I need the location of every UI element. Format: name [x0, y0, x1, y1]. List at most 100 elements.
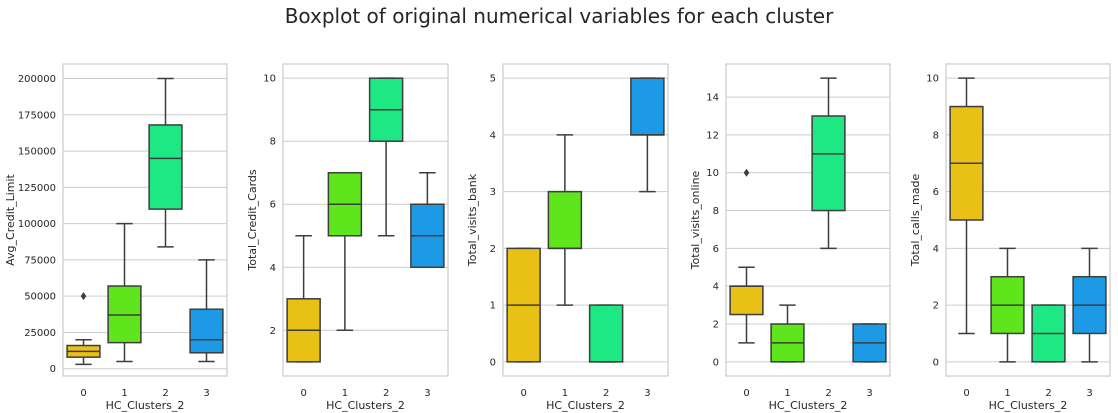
x-axis-label: HC_Clusters_2: [326, 399, 405, 412]
iqr-box: [588, 304, 624, 363]
y-tick-label: 8: [270, 137, 276, 148]
box-cluster-0: [729, 168, 764, 344]
plot-frame: [282, 63, 449, 377]
x-tick-label: 2: [1045, 388, 1051, 399]
y-axis-label: Total_Credit_Cards: [246, 169, 259, 272]
plot-frame: [945, 63, 1111, 377]
box-cluster-3: [630, 77, 665, 193]
x-tick-label: 0: [963, 388, 969, 399]
box-cluster-1: [107, 222, 142, 363]
figure-title: Boxplot of original numerical variables …: [284, 4, 834, 28]
y-tick-label: 4: [490, 130, 496, 141]
x-tick-label: 2: [162, 388, 168, 399]
plot-frame: [62, 63, 228, 377]
x-tick-label: 3: [424, 388, 430, 399]
box-cluster-2: [368, 77, 404, 237]
plot-frame: [725, 63, 891, 377]
x-tick-label: 2: [383, 388, 389, 399]
box-cluster-0: [949, 77, 984, 335]
y-tick-label: 4: [933, 244, 939, 255]
x-axis-label: HC_Clusters_2: [546, 399, 625, 412]
box-cluster-0: [286, 235, 321, 363]
x-tick-label: 3: [866, 388, 872, 399]
x-tick-label: 2: [603, 388, 609, 399]
y-tick-label: 6: [270, 200, 276, 211]
y-tick-label: 175000: [18, 110, 56, 121]
box-cluster-2: [811, 77, 846, 250]
y-tick-label: 4: [270, 263, 276, 274]
y-tick-label: 0: [933, 357, 939, 368]
y-tick-label: 10: [263, 74, 276, 85]
y-tick-label: 8: [713, 206, 719, 217]
y-tick-label: 3: [490, 187, 496, 198]
y-axis-label: Avg_Credit_Limit: [4, 173, 17, 265]
y-tick-label: 1: [490, 301, 496, 312]
box-cluster-3: [410, 171, 445, 269]
x-tick-label: 1: [562, 388, 568, 399]
x-axis-label: HC_Clusters_2: [106, 399, 185, 412]
box-cluster-3: [189, 259, 224, 363]
y-tick-label: 125000: [18, 183, 56, 194]
x-tick-label: 1: [342, 388, 348, 399]
box-cluster-0: [506, 247, 541, 363]
iqr-box: [148, 124, 183, 210]
y-tick-label: 10: [926, 74, 939, 85]
y-tick-label: 0: [490, 357, 496, 368]
box-cluster-1: [990, 247, 1025, 363]
panel-total-visits-bank: 0 1 2 3 4 5 0 1 2 3 HC_Clusters_2 Total_visits_bank: [466, 63, 669, 412]
y-tick-label: 0: [713, 357, 719, 368]
iqr-box: [547, 190, 583, 250]
y-tick-label: 0: [50, 364, 56, 375]
x-tick-label: 3: [1086, 388, 1092, 399]
box-cluster-0: [66, 292, 101, 366]
iqr-box: [630, 77, 665, 136]
x-tick-label: 3: [203, 388, 209, 399]
y-tick-label: 6: [713, 244, 719, 255]
y-tick-label: 2: [713, 320, 719, 331]
x-tick-label: 1: [121, 388, 127, 399]
y-tick-label: 150000: [18, 147, 56, 158]
y-axis-label: Total_visits_online: [689, 170, 702, 270]
outlier-point: [743, 168, 750, 177]
y-tick-label: 100000: [18, 219, 56, 230]
box-cluster-3: [1072, 247, 1107, 363]
y-tick-label: 14: [706, 93, 719, 104]
x-tick-label: 1: [784, 388, 790, 399]
y-axis-label: Total_calls_made: [909, 174, 922, 268]
y-tick-label: 4: [713, 282, 719, 293]
y-tick-label: 8: [933, 130, 939, 141]
x-axis-label: HC_Clusters_2: [989, 399, 1068, 412]
x-axis-label: HC_Clusters_2: [769, 399, 848, 412]
x-tick-label: 0: [80, 388, 86, 399]
box-cluster-1: [770, 304, 805, 363]
panel-total-credit-cards: 2 4 6 8 10 0 1 2 3 HC_Clusters_2 Total_Credit_Card…: [246, 63, 449, 412]
box-cluster-1: [547, 134, 583, 306]
panel-total-calls-made: 0 2 4 6 8 10 0 1 2 3 HC_Clusters_2 Total_calls_made: [909, 63, 1111, 412]
iqr-box: [189, 308, 224, 354]
y-tick-label: 50000: [24, 292, 56, 303]
iqr-box: [811, 115, 846, 212]
y-tick-label: 25000: [24, 328, 56, 339]
y-tick-label: 10: [706, 168, 719, 179]
y-tick-label: 75000: [24, 255, 56, 266]
x-tick-label: 3: [644, 388, 650, 399]
box-cluster-1: [327, 171, 363, 332]
y-axis-label: Total_visits_bank: [466, 173, 479, 267]
plot-frame: [502, 63, 669, 377]
y-tick-label: 5: [490, 74, 496, 85]
panel-avg-credit-limit: 0 25000 50000 75000 100000 125000 150000 175000…: [4, 63, 228, 412]
box-cluster-2: [588, 304, 624, 363]
y-tick-label: 2: [490, 244, 496, 255]
x-tick-label: 0: [743, 388, 749, 399]
x-tick-label: 0: [300, 388, 306, 399]
outlier-point: [80, 292, 87, 301]
x-tick-label: 1: [1004, 388, 1010, 399]
y-tick-label: 6: [933, 187, 939, 198]
iqr-box: [729, 285, 764, 316]
y-tick-label: 200000: [18, 74, 56, 85]
y-tick-label: 2: [270, 326, 276, 337]
x-tick-label: 2: [825, 388, 831, 399]
y-tick-label: 12: [706, 130, 719, 141]
